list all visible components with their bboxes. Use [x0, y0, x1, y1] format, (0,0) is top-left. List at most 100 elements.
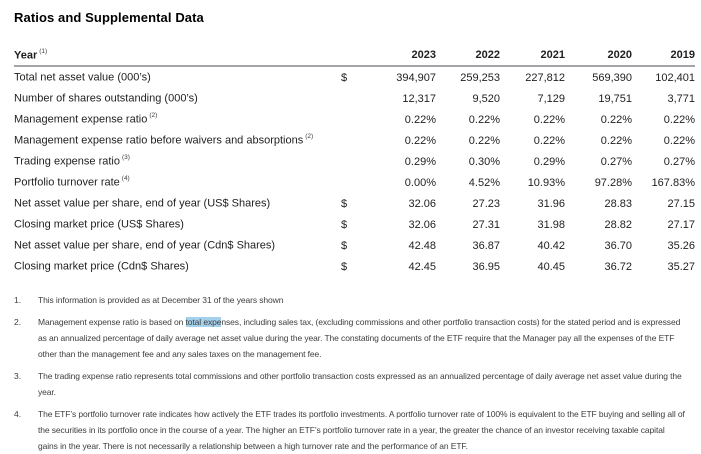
cell-2019: 0.27%: [663, 155, 695, 168]
cell-2020: 19,751: [598, 92, 632, 105]
row-label: Total net asset value (000’s): [14, 71, 151, 84]
cell-2019: 102,401: [655, 71, 695, 84]
year-header-label: Year: [14, 49, 38, 62]
table-row-total-net-asset-value: Total net asset value (000’s) $ 394,907 …: [14, 67, 695, 88]
row-label: Net asset value per share, end of year (…: [14, 239, 276, 252]
currency-symbol: $: [341, 71, 348, 84]
cell-2020: 0.22%: [600, 134, 632, 147]
footnote-number: 3.: [14, 371, 22, 381]
footnote-text: Management expense ratio is based on tot…: [38, 317, 681, 359]
row-label: Portfolio turnover rate: [14, 176, 120, 189]
cell-2021: 10.93%: [527, 176, 565, 189]
cell-2019: 35.27: [667, 260, 695, 273]
cell-2021: 0.22%: [533, 134, 565, 147]
cell-2020: 36.70: [604, 239, 632, 252]
currency-symbol: $: [341, 197, 348, 210]
footnote-ref-2: (2): [305, 133, 314, 141]
footnote-ref-3: (3): [122, 154, 130, 162]
cell-2023: 32.06: [408, 218, 436, 231]
cell-2019: 27.15: [667, 197, 695, 210]
cell-2021: 227,812: [525, 71, 565, 84]
footnote-number: 1.: [14, 295, 22, 305]
footnote-ref-1: (1): [39, 47, 48, 55]
text-selection-highlight: total expe: [185, 317, 222, 327]
table-row-management-expense-ratio: Management expense ratio (2) 0.22% 0.22% …: [14, 109, 695, 130]
table-row-nav-per-share-cdn: Net asset value per share, end of year (…: [14, 235, 695, 256]
footnote-ref-2: (2): [149, 112, 158, 120]
year-column-2019: 2019: [670, 49, 695, 61]
cell-2023: 394,907: [396, 71, 436, 84]
cell-2023: 0.00%: [404, 176, 436, 189]
cell-2021: 7,129: [537, 92, 565, 105]
table-row-closing-price-cdn: Closing market price (Cdn$ Shares) $ 42.…: [14, 256, 695, 277]
row-label: Trading expense ratio: [14, 155, 120, 168]
table-row-trading-expense-ratio: Trading expense ratio (3) 0.29% 0.30% 0.2…: [14, 151, 695, 172]
row-label: Management expense ratio before waivers …: [14, 134, 304, 147]
year-column-2020: 2020: [607, 49, 632, 61]
cell-2019: 167.83%: [651, 176, 695, 189]
cell-2020: 97.28%: [594, 176, 632, 189]
year-column-2021: 2021: [540, 49, 565, 61]
footnote-1: 1. This information is provided as at De…: [14, 292, 686, 308]
table-row-portfolio-turnover-rate: Portfolio turnover rate (4) 0.00% 4.52% 1…: [14, 172, 695, 193]
cell-2023: 0.29%: [404, 155, 436, 168]
currency-symbol: $: [341, 260, 348, 273]
cell-2022: 27.31: [472, 218, 500, 231]
cell-2019: 35.26: [667, 239, 695, 252]
cell-2021: 0.22%: [533, 113, 565, 126]
cell-2019: 0.22%: [663, 134, 695, 147]
cell-2023: 0.22%: [404, 134, 436, 147]
cell-2019: 27.17: [667, 218, 695, 231]
cell-2020: 0.27%: [600, 155, 632, 168]
cell-2020: 36.72: [604, 260, 632, 273]
table-row-mer-before-waivers: Management expense ratio before waivers …: [14, 130, 695, 151]
footnote-3: 3. The trading expense ratio represents …: [14, 368, 686, 400]
cell-2022: 36.87: [472, 239, 500, 252]
footnote-text: The ETF’s portfolio turnover rate indica…: [38, 409, 685, 451]
currency-symbol: $: [341, 239, 348, 252]
cell-2023: 12,317: [402, 92, 436, 105]
cell-2020: 28.82: [604, 218, 632, 231]
year-column-2022: 2022: [475, 49, 500, 61]
footnote-ref-4: (4): [121, 175, 130, 183]
year-column-2023: 2023: [411, 49, 436, 61]
row-label: Net asset value per share, end of year (…: [14, 197, 271, 210]
cell-2021: 31.96: [537, 197, 565, 210]
cell-2022: 0.30%: [468, 155, 500, 168]
ratios-table: Year (1) 2023 2022 2021 2020 2019 Total n…: [14, 45, 695, 277]
cell-2019: 0.22%: [663, 113, 695, 126]
table-row-nav-per-share-usd: Net asset value per share, end of year (…: [14, 193, 695, 214]
row-label: Closing market price (US$ Shares): [14, 218, 184, 231]
cell-2022: 36.95: [472, 260, 500, 273]
row-label: Number of shares outstanding (000’s): [14, 92, 198, 105]
table-row-shares-outstanding: Number of shares outstanding (000’s) 12,…: [14, 88, 695, 109]
page-title: Ratios and Supplemental Data: [14, 10, 204, 25]
table-header-row: Year (1) 2023 2022 2021 2020 2019: [14, 45, 695, 67]
row-label: Closing market price (Cdn$ Shares): [14, 260, 189, 273]
cell-2022: 259,253: [460, 71, 500, 84]
cell-2023: 32.06: [408, 197, 436, 210]
cell-2021: 31.98: [537, 218, 565, 231]
cell-2022: 4.52%: [468, 176, 500, 189]
footnote-number: 4.: [14, 409, 22, 419]
currency-symbol: $: [341, 218, 348, 231]
cell-2019: 3,771: [667, 92, 695, 105]
footnote-number: 2.: [14, 317, 22, 327]
cell-2022: 0.22%: [468, 113, 500, 126]
table-row-closing-price-usd: Closing market price (US$ Shares) $ 32.0…: [14, 214, 695, 235]
footnote-text: This information is provided as at Decem…: [38, 295, 284, 305]
cell-2021: 40.45: [537, 260, 565, 273]
cell-2023: 0.22%: [404, 113, 436, 126]
cell-2020: 569,390: [592, 71, 632, 84]
cell-2023: 42.45: [408, 260, 436, 273]
footnote-text: The trading expense ratio represents tot…: [38, 371, 682, 397]
cell-2022: 9,520: [472, 92, 500, 105]
cell-2020: 28.83: [604, 197, 632, 210]
cell-2023: 42.48: [408, 239, 436, 252]
cell-2022: 27.23: [472, 197, 500, 210]
cell-2021: 40.42: [537, 239, 565, 252]
footnotes-section: 1. This information is provided as at De…: [14, 292, 686, 454]
cell-2022: 0.22%: [468, 134, 500, 147]
row-label: Management expense ratio: [14, 113, 148, 126]
